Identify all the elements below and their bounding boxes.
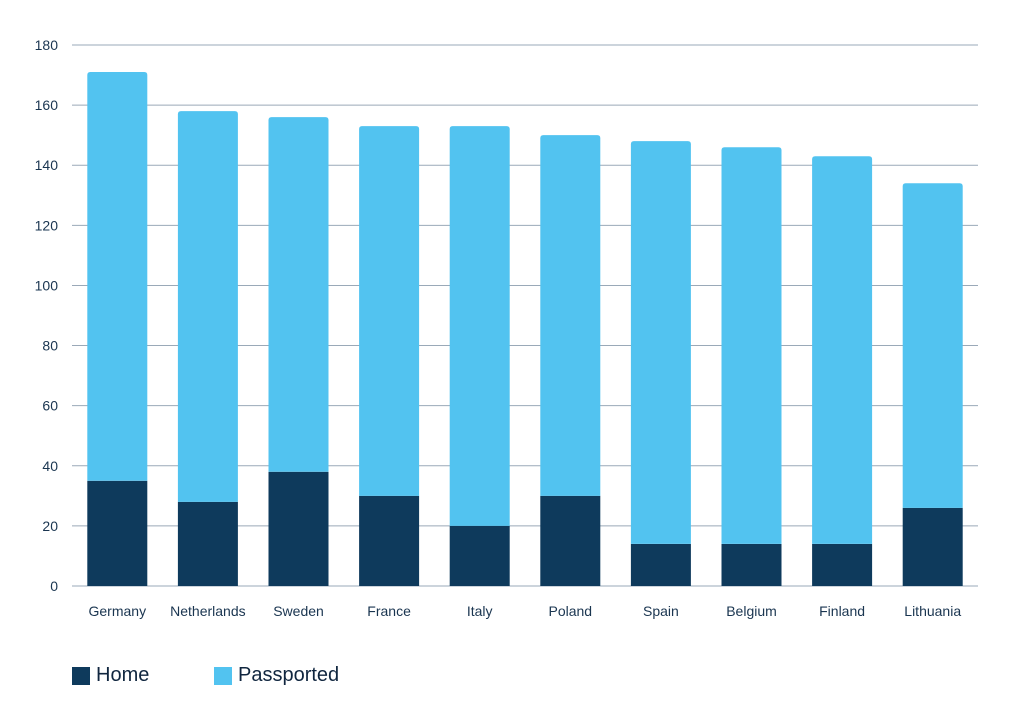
- bar-passported-france: [359, 126, 420, 496]
- legend-item-home: Home: [72, 664, 149, 687]
- stacked-bar-chart: 0 20 40 60 80 100 120 140 160 180 Germany Netherla…: [35, 37, 978, 619]
- y-tick-label: 0: [50, 578, 58, 594]
- bar-passported-sweden: [268, 117, 329, 472]
- y-axis-ticks: 0 20 40 60 80 100 120 140 160 180: [35, 37, 59, 594]
- bar-home-france: [359, 495, 420, 586]
- x-tick-label: Belgium: [726, 603, 777, 619]
- legend-label-passported: Passported: [238, 664, 340, 686]
- y-tick-label: 20: [42, 518, 58, 534]
- x-axis-ticks: Germany Netherlands Sweden France Italy Polan…: [89, 603, 962, 619]
- legend-swatch-home: [72, 666, 90, 685]
- bar-home-spain: [630, 543, 691, 586]
- bar-home-finland: [812, 543, 873, 586]
- x-tick-label: Lithuania: [904, 603, 961, 619]
- bars: [87, 72, 963, 586]
- x-tick-label: France: [367, 603, 411, 619]
- legend-swatch-passported: [214, 666, 232, 685]
- bar-passported-spain: [630, 141, 691, 544]
- bar-home-belgium: [721, 543, 782, 586]
- x-tick-label: Italy: [467, 603, 493, 619]
- bar-passported-poland: [540, 135, 601, 496]
- bar-home-germany: [87, 480, 148, 586]
- bar-passported-netherlands: [177, 111, 238, 502]
- y-tick-label: 160: [35, 97, 59, 113]
- bar-home-netherlands: [177, 501, 238, 586]
- y-tick-label: 40: [42, 458, 58, 474]
- legend-label-home: Home: [96, 664, 150, 686]
- bar-home-lithuania: [902, 507, 963, 586]
- x-tick-label: Poland: [549, 603, 593, 619]
- bar-home-poland: [540, 495, 601, 586]
- bar-passported-germany: [87, 72, 148, 481]
- bar-passported-finland: [812, 156, 873, 544]
- x-tick-label: Spain: [643, 603, 679, 619]
- legend-item-passported: Passported: [214, 664, 339, 687]
- y-tick-label: 180: [35, 37, 59, 53]
- y-tick-label: 120: [35, 217, 59, 233]
- bar-home-italy: [449, 525, 510, 586]
- bar-passported-belgium: [721, 147, 782, 544]
- y-tick-label: 140: [35, 157, 59, 173]
- x-tick-label: Finland: [819, 603, 865, 619]
- x-tick-label: Netherlands: [170, 603, 246, 619]
- y-tick-label: 60: [42, 398, 58, 414]
- x-tick-label: Germany: [89, 603, 147, 619]
- legend: Home Passported: [0, 664, 1024, 694]
- bar-home-sweden: [268, 471, 329, 586]
- bar-passported-lithuania: [902, 183, 963, 508]
- bar-passported-italy: [449, 126, 510, 526]
- y-tick-label: 100: [35, 277, 59, 293]
- y-tick-label: 80: [42, 338, 58, 354]
- x-tick-label: Sweden: [273, 603, 324, 619]
